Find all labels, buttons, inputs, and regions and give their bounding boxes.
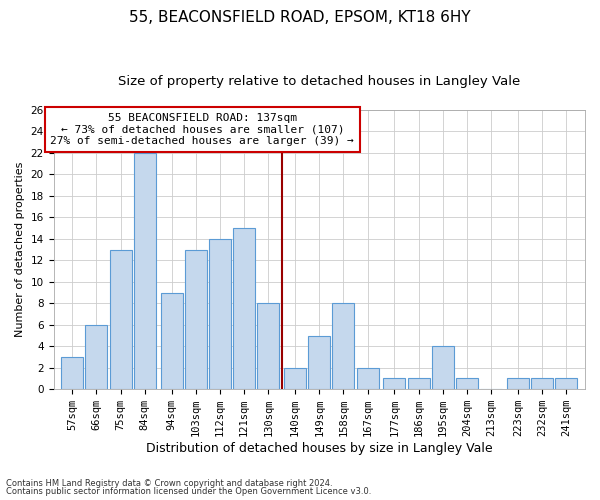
Bar (407, 378, 430, 389)
Bar (456, 378, 478, 389)
Bar (555, 378, 577, 389)
Bar (531, 378, 553, 389)
Text: Contains public sector information licensed under the Open Government Licence v3: Contains public sector information licen… (6, 488, 371, 496)
Bar (356, 368, 379, 389)
Bar (284, 368, 306, 389)
Text: 55, BEACONSFIELD ROAD, EPSOM, KT18 6HY: 55, BEACONSFIELD ROAD, EPSOM, KT18 6HY (129, 10, 471, 25)
Y-axis label: Number of detached properties: Number of detached properties (15, 162, 25, 338)
Bar (85, 325, 107, 389)
Bar (432, 346, 454, 389)
Bar (332, 304, 355, 389)
Bar (209, 239, 231, 389)
Bar (61, 357, 83, 389)
Bar (161, 292, 182, 389)
Bar (257, 304, 279, 389)
X-axis label: Distribution of detached houses by size in Langley Vale: Distribution of detached houses by size … (146, 442, 493, 455)
Title: Size of property relative to detached houses in Langley Vale: Size of property relative to detached ho… (118, 75, 520, 88)
Bar (383, 378, 406, 389)
Bar (308, 336, 330, 389)
Bar (134, 153, 156, 389)
Bar (185, 250, 207, 389)
Bar (233, 228, 255, 389)
Bar (507, 378, 529, 389)
Text: 55 BEACONSFIELD ROAD: 137sqm
← 73% of detached houses are smaller (107)
27% of s: 55 BEACONSFIELD ROAD: 137sqm ← 73% of de… (50, 113, 354, 146)
Bar (110, 250, 131, 389)
Text: Contains HM Land Registry data © Crown copyright and database right 2024.: Contains HM Land Registry data © Crown c… (6, 478, 332, 488)
